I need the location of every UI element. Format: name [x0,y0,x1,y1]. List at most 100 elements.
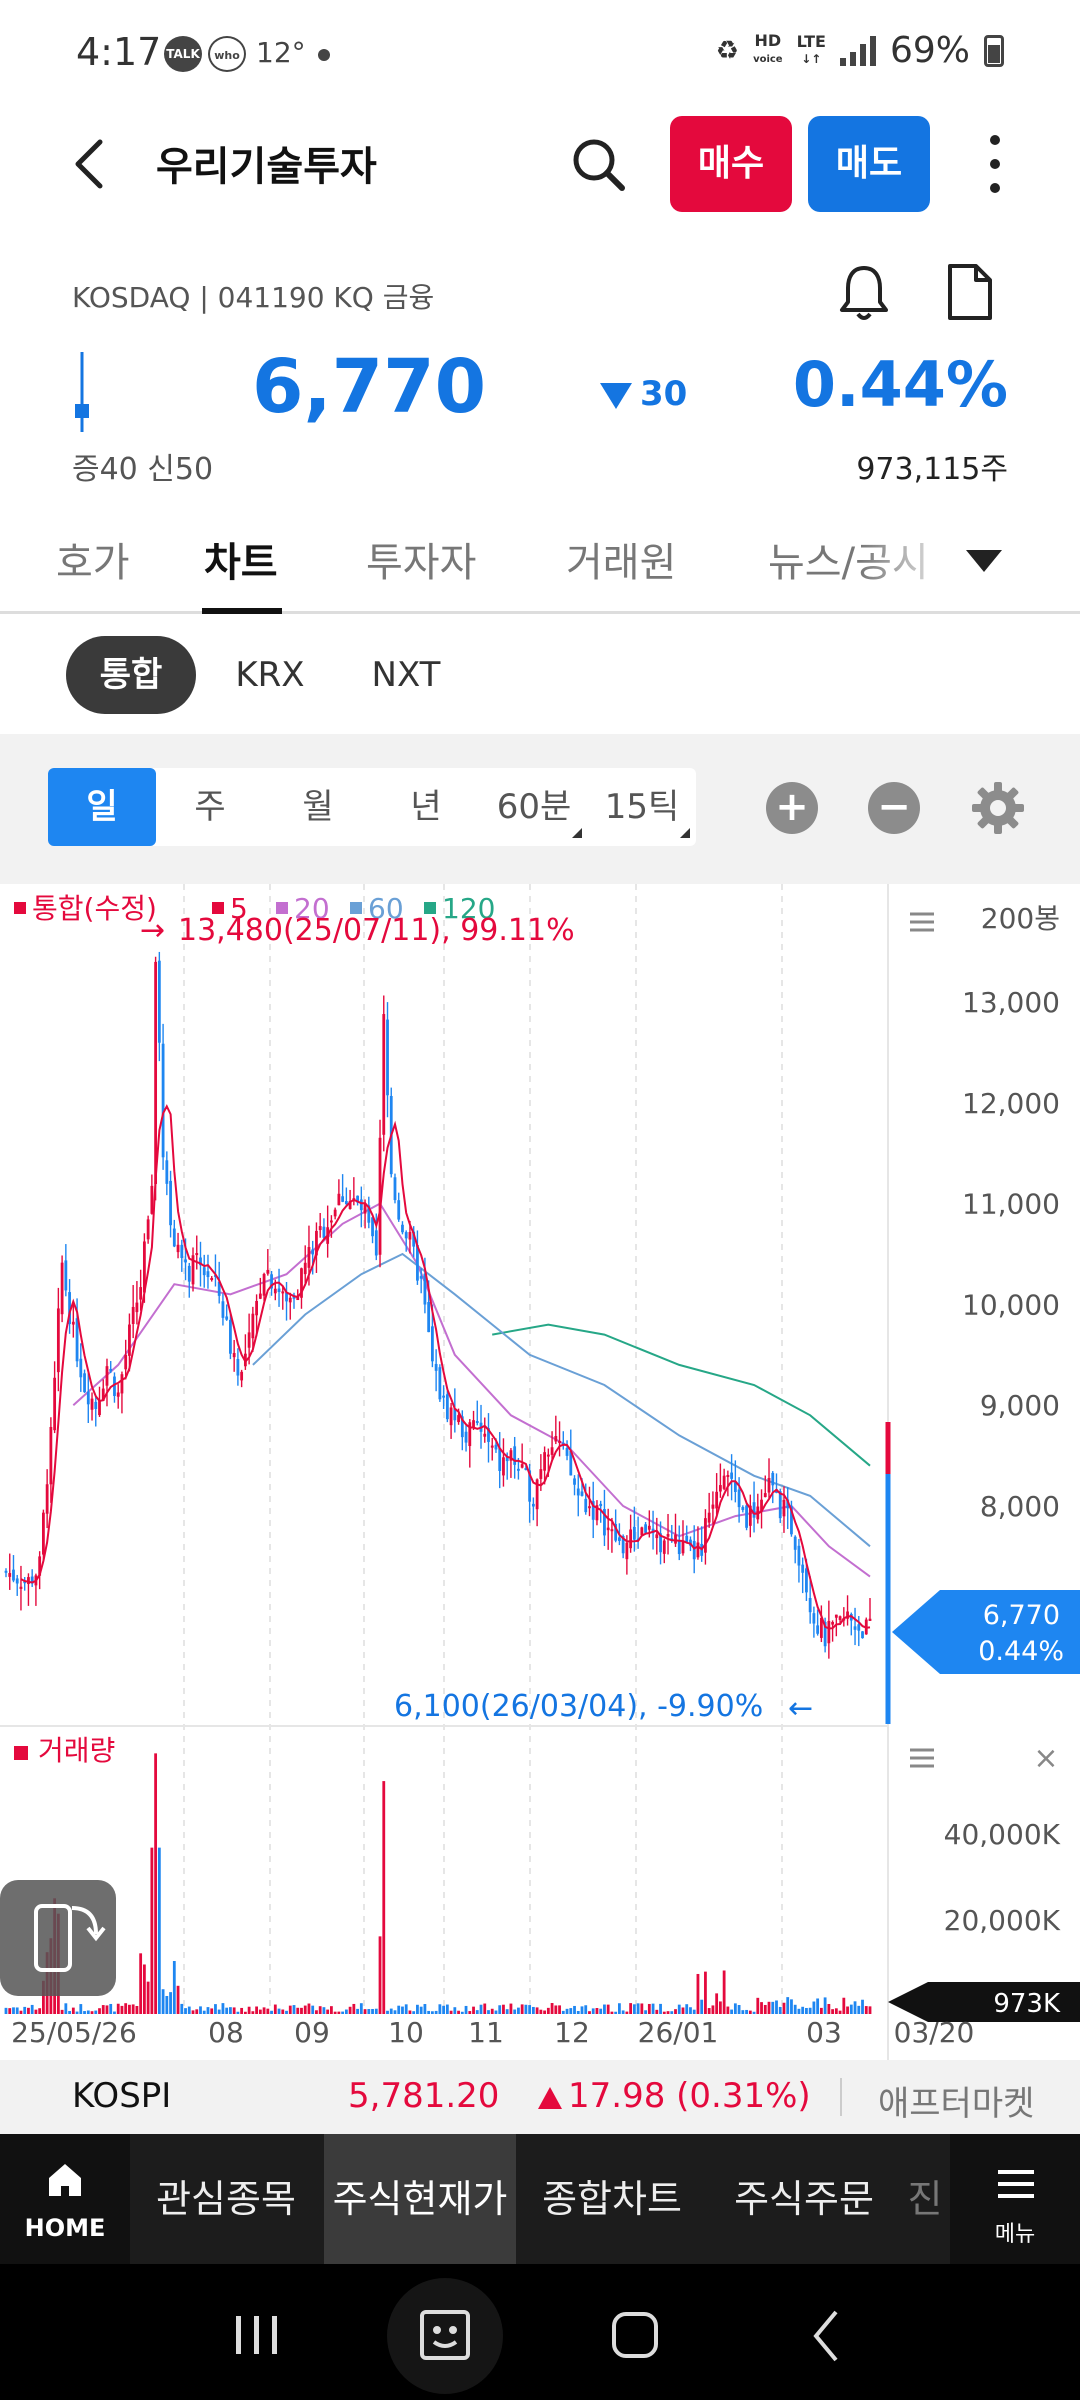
up-triangle-icon [538,2086,562,2109]
volume-bar-9 [38,2008,42,2014]
buy-button[interactable]: 매수 [670,116,792,212]
tab-orderbook[interactable]: 호가 [56,540,130,586]
stock-meta: KOSDAQ | 041190 KQ 금융 [72,281,435,314]
candle-22 [86,1373,90,1424]
volume-bar-171 [644,2010,647,2014]
nav-chart[interactable]: 종합차트 [542,2177,682,2221]
recent-apps-icon[interactable] [236,2316,277,2354]
nav-order[interactable]: 주식주문 [734,2177,874,2221]
tab-broker[interactable]: 거래원 [566,540,677,586]
x-label-5: 12 [554,2016,590,2049]
rotate-screen-button[interactable] [0,1880,116,1996]
volume-bar-68 [258,2009,262,2014]
more-vertical-icon[interactable] [980,132,1010,196]
period-week[interactable]: 주 [194,787,226,827]
high-annotation: → 13,480(25/07/11), 99.11% [140,913,575,948]
candle-body-36 [139,1287,143,1300]
candle-body-58 [221,1301,225,1318]
zoom-in-icon[interactable]: + [766,782,818,834]
candle-body-188 [707,1512,711,1523]
legend-0: 통합(수정) [32,892,157,925]
period-year[interactable]: 년 [410,787,442,827]
home-system-icon[interactable] [612,2312,658,2358]
volume-bar-33 [128,2004,131,2014]
volume-bar-2 [12,2007,15,2014]
period-minute[interactable]: 60분 [480,768,588,846]
filter-nxt[interactable]: NXT [371,655,441,695]
volume-bar-165 [621,2010,625,2014]
candle-149 [561,1431,565,1450]
sell-button[interactable]: 매도 [808,116,930,212]
candle-60 [229,1313,232,1360]
lte-label: LTE [796,32,826,51]
y-tick-5: 8,000 [980,1490,1060,1523]
filter-krx[interactable]: KRX [235,655,305,695]
volume-bar-85 [322,2007,326,2014]
tab-investor[interactable]: 투자자 [366,540,477,586]
volume-bar-121 [457,2010,460,2014]
candle-body-74 [281,1291,285,1294]
candle-12 [49,1417,53,1503]
volume-menu-icon[interactable] [910,1748,934,1768]
candle-203 [763,1475,767,1498]
nav-watchlist[interactable]: 관심종목 [156,2177,296,2221]
index-value: 5,781.20 [348,2076,500,2116]
candle-body-44 [169,1180,172,1226]
aftermarket-label[interactable]: 애프터마켓 [878,2084,1035,2124]
volume-bar-108 [408,2010,412,2014]
candle-body-20 [79,1358,83,1378]
gear-icon[interactable] [968,778,1028,838]
volume-bar-183 [689,2007,692,2014]
period-tick[interactable]: 15틱 [588,768,696,846]
home-button[interactable]: HOME [0,2134,130,2264]
back-chevron-icon[interactable] [64,134,124,194]
candle-body-104 [393,1177,397,1201]
document-icon[interactable] [946,262,994,322]
candle-190 [715,1473,719,1515]
volume-bar-218 [819,2007,823,2014]
volume-bar-163 [614,2011,618,2014]
candle-197 [741,1505,745,1513]
volume-bar-101 [382,1781,386,2014]
candle-body-170 [640,1527,644,1536]
chart-menu-icon[interactable] [910,912,934,932]
index-ticker[interactable]: KOSPI 5,781.20 17.98 (0.31%) 애프터마켓 [0,2060,1080,2134]
volume-bar-67 [255,2006,258,2014]
bell-icon[interactable] [836,262,892,322]
menu-button[interactable]: 메뉴 [950,2134,1080,2264]
volume-bar-27 [105,2005,109,2014]
tab-dropdown-icon[interactable] [966,550,1002,572]
candle-150 [565,1440,569,1461]
volume-bar-195 [733,2003,737,2014]
y-tick-3: 10,000 [962,1288,1060,1321]
candle-body-168 [632,1526,636,1540]
zoom-out-icon[interactable]: − [868,782,920,834]
candle-92 [348,1189,352,1210]
chart-svg[interactable]: 통합(수정) 5 20 60 120 200봉 13,000 12,000 11,000 10… [0,884,1080,2060]
sticker-icon[interactable] [420,2310,470,2360]
volume-bar-166 [625,2011,629,2014]
nav-current-price[interactable]: 주식현재가 [324,2134,516,2264]
candle-146 [550,1431,554,1461]
period-month[interactable]: 월 [302,787,334,827]
candle-91 [344,1187,348,1207]
volume-bar-39 [150,1847,154,2014]
candle-110 [416,1230,419,1285]
stock-chart[interactable]: 통합(수정) 5 20 60 120 200봉 13,000 12,000 11,000 10… [0,884,1080,2060]
period-day[interactable]: 일 [48,768,156,846]
nav-more-partial[interactable]: 진 [907,2177,943,2221]
filter-integrated[interactable]: 통합 [66,636,196,714]
volume-bar-83 [315,2010,318,2014]
volume-bar-72 [273,2004,277,2014]
volume-last-tag [888,1982,1080,2022]
volume-bar-48 [184,2008,187,2014]
search-icon[interactable] [568,134,628,194]
back-system-icon[interactable] [813,2310,838,2362]
volume-bar-206 [775,2000,778,2014]
candle-body-136 [513,1446,517,1465]
volume-bar-115 [434,2010,438,2014]
candle-body-146 [550,1447,554,1455]
tab-chart[interactable]: 차트 [204,540,278,586]
volume-bar-223 [838,2010,842,2014]
close-volume-icon[interactable]: × [1033,1741,1058,1776]
